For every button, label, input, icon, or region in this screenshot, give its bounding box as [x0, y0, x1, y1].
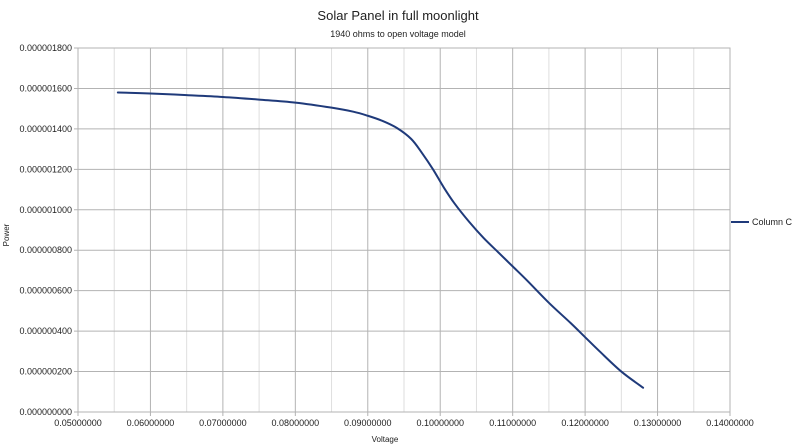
y-tick-label: 0.000001200 [19, 164, 72, 174]
x-tick-label: 0.08000000 [272, 418, 320, 428]
y-axis-label: Power [2, 223, 11, 246]
x-tick-label: 0.14000000 [706, 418, 754, 428]
x-tick-label: 0.05000000 [54, 418, 102, 428]
x-tick-label: 0.11000000 [489, 418, 536, 428]
x-tick-label: 0.06000000 [127, 418, 175, 428]
y-tick-label: 0.000001400 [19, 124, 72, 134]
y-tick-label: 0.000000200 [19, 367, 72, 377]
y-tick-label: 0.000000800 [19, 245, 72, 255]
legend: Column C [731, 217, 793, 227]
x-tick-label: 0.09000000 [344, 418, 392, 428]
x-tick-label: 0.07000000 [199, 418, 247, 428]
y-tick-label: 0.000000000 [19, 407, 72, 417]
x-axis-label: Voltage [372, 435, 399, 444]
series-line [116, 91, 645, 389]
plot-area: 0.05000000 0.06000000 0.07000000 0.08000000… [19, 43, 753, 428]
x-tick-label: 0.10000000 [416, 418, 464, 428]
chart-subtitle: 1940 ohms to open voltage model [330, 29, 466, 39]
plot-border [77, 47, 731, 413]
y-tick-label: 0.000001800 [19, 43, 72, 53]
y-tick-label: 0.000001600 [19, 83, 72, 93]
x-tick-label: 0.12000000 [561, 418, 609, 428]
legend-label: Column C [752, 217, 793, 227]
chart-title: Solar Panel in full moonlight [317, 8, 479, 23]
y-tick-label: 0.000000600 [19, 286, 72, 296]
y-tick-label: 0.000001000 [19, 205, 72, 215]
y-tick-label: 0.000000400 [19, 326, 72, 336]
x-tick-label: 0.13000000 [634, 418, 682, 428]
